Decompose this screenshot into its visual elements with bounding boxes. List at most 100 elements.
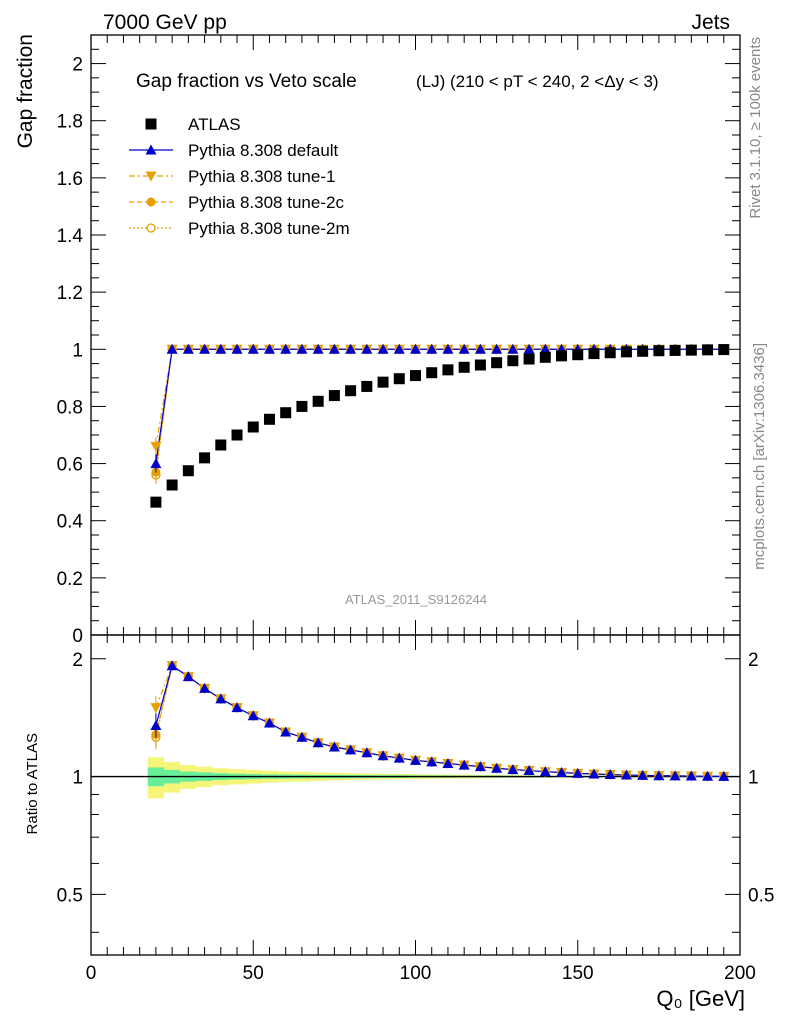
data-point-default bbox=[523, 343, 535, 354]
ratio-line-tune2m bbox=[155, 664, 724, 777]
data-point-default bbox=[393, 343, 405, 354]
ratio-y-tick-label-right: 0.5 bbox=[748, 885, 774, 906]
ratio-point-default bbox=[442, 757, 454, 768]
legend-label-atlas: ATLAS bbox=[188, 115, 241, 134]
data-point-atlas bbox=[312, 395, 324, 407]
data-point-atlas bbox=[588, 348, 600, 360]
x-tick-label: 200 bbox=[724, 963, 756, 984]
legend-label-tune2m: Pythia 8.308 tune-2m bbox=[188, 219, 350, 238]
data-point-atlas bbox=[215, 439, 227, 451]
ratio-line-tune2c bbox=[155, 664, 724, 777]
data-point-atlas bbox=[231, 429, 243, 441]
data-point-default bbox=[474, 343, 486, 354]
data-point-tune1 bbox=[150, 441, 162, 452]
x-tick-label: 0 bbox=[86, 963, 97, 984]
ratio-point-default bbox=[328, 741, 340, 752]
data-point-atlas bbox=[491, 357, 503, 369]
ratio-frame bbox=[90, 634, 741, 956]
legend-marker-tune2m bbox=[146, 223, 156, 233]
plot-subtitle: (LJ) (210 < pT < 240, 2 <Δy < 3) bbox=[416, 72, 659, 91]
ratio-point-default bbox=[458, 759, 470, 770]
legend-label-tune1: Pythia 8.308 tune-1 bbox=[188, 167, 335, 186]
data-point-default bbox=[491, 343, 503, 354]
data-point-atlas bbox=[718, 344, 730, 356]
ratio-point-default bbox=[410, 754, 421, 765]
data-point-default bbox=[280, 343, 292, 354]
data-point-default bbox=[166, 343, 178, 354]
data-point-default bbox=[442, 343, 454, 354]
data-point-atlas bbox=[539, 351, 551, 363]
ratio-point-default bbox=[620, 769, 632, 780]
main-ylabel: Gap fraction bbox=[14, 34, 37, 148]
data-point-atlas bbox=[296, 400, 308, 412]
data-point-atlas bbox=[280, 407, 292, 419]
data-point-default bbox=[507, 343, 519, 354]
data-point-atlas bbox=[247, 421, 259, 433]
ratio-point-default bbox=[474, 761, 486, 772]
ratio-point-default bbox=[685, 770, 697, 781]
ratio-point-default bbox=[377, 750, 389, 761]
ratio-point-default bbox=[539, 766, 551, 777]
y-tick-label: 1.6 bbox=[57, 169, 83, 190]
ratio-point-default bbox=[393, 752, 405, 763]
data-point-default bbox=[182, 343, 194, 354]
ratio-line-default bbox=[155, 664, 724, 777]
data-point-atlas bbox=[507, 355, 519, 367]
data-point-default bbox=[263, 343, 275, 354]
ratio-point-tune1 bbox=[150, 703, 162, 714]
data-point-atlas bbox=[361, 380, 373, 392]
legend-marker-tune1 bbox=[145, 171, 157, 182]
y-tick-label: 1.2 bbox=[57, 283, 83, 304]
data-point-default bbox=[231, 343, 243, 354]
analysis-watermark: ATLAS_2011_S9126244 bbox=[345, 592, 487, 607]
y-tick-label: 2 bbox=[72, 55, 83, 76]
main-panel: 0 0.2 0.4 0.6 0.8 1 1.2 1.4 1.6 1.8 2 bbox=[57, 34, 741, 647]
y-tick-label: 0.4 bbox=[57, 512, 84, 533]
data-point-default bbox=[361, 343, 373, 354]
data-point-default bbox=[377, 343, 389, 354]
data-point-default bbox=[247, 343, 259, 354]
ratio-y-tick-label: 1 bbox=[72, 768, 83, 789]
data-point-atlas bbox=[150, 496, 162, 508]
data-point-default bbox=[426, 343, 438, 354]
rivet-version-label: Rivet 3.1.10, ≥ 100k events bbox=[747, 37, 764, 219]
ratio-point-default bbox=[588, 768, 600, 779]
data-point-default bbox=[312, 343, 324, 354]
y-tick-label: 1.8 bbox=[57, 112, 83, 133]
plot-title: Gap fraction vs Veto scale bbox=[136, 71, 357, 92]
data-point-atlas bbox=[393, 373, 405, 385]
data-point-atlas bbox=[345, 385, 357, 397]
ratio-point-default bbox=[637, 769, 649, 780]
data-point-atlas bbox=[556, 350, 568, 362]
collision-label: 7000 GeV pp bbox=[103, 11, 227, 34]
ratio-point-default bbox=[604, 769, 616, 780]
ratio-y-tick-label: 2 bbox=[72, 650, 83, 671]
data-point-default bbox=[539, 343, 551, 354]
ratio-point-default bbox=[150, 720, 162, 731]
y-tick-label: 1 bbox=[72, 340, 83, 361]
ratio-point-default bbox=[166, 660, 178, 671]
data-point-default bbox=[215, 343, 227, 354]
data-point-atlas bbox=[572, 349, 584, 361]
data-point-atlas bbox=[474, 359, 486, 371]
ratio-point-default bbox=[280, 726, 292, 737]
ratio-panel: 0 50 100 150 200 0.5 0.5 1 1 2 2 bbox=[57, 634, 774, 984]
legend-label-tune2c: Pythia 8.308 tune-2c bbox=[188, 193, 344, 212]
data-point-atlas bbox=[426, 367, 438, 379]
series-line-default bbox=[155, 348, 724, 464]
ratio-point-default bbox=[312, 737, 324, 748]
y-tick-label: 0.6 bbox=[57, 455, 83, 476]
mcplots-label: mcplots.cern.ch [arXiv:1306.3436] bbox=[751, 343, 768, 570]
ratio-point-default bbox=[572, 767, 584, 778]
series-line-tune2c bbox=[155, 348, 724, 473]
ratio-y-tick-label-right: 1 bbox=[748, 768, 759, 789]
ratio-point-default bbox=[361, 747, 373, 758]
ratio-point-default bbox=[653, 770, 665, 781]
ratio-point-default bbox=[556, 767, 568, 778]
x-tick-label: 150 bbox=[562, 963, 594, 984]
data-point-default bbox=[410, 343, 421, 354]
data-point-atlas bbox=[523, 353, 535, 365]
data-point-atlas bbox=[669, 344, 681, 356]
data-point-atlas bbox=[442, 364, 454, 376]
